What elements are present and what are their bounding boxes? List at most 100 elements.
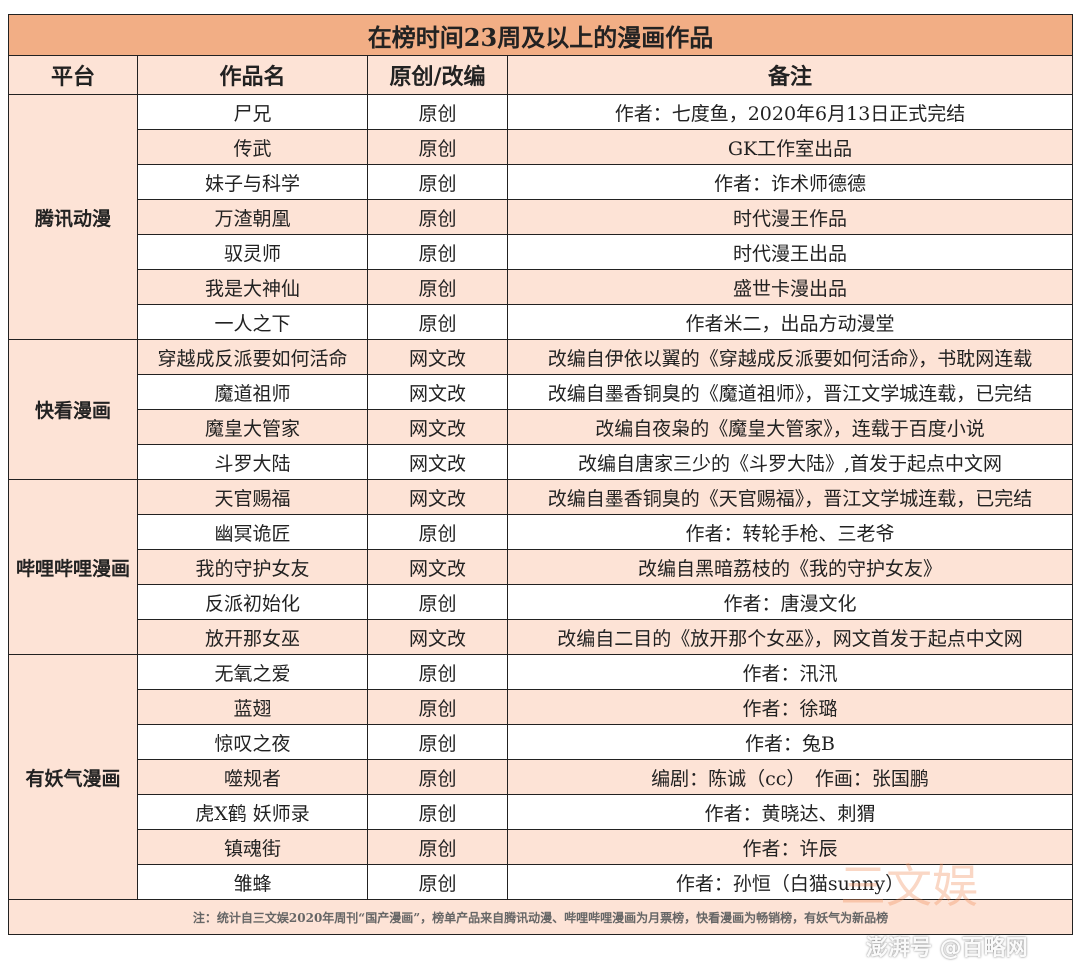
type-cell: 原创	[367, 794, 508, 830]
comic-ranking-table: 在榜时间23周及以上的漫画作品 平台 作品名 原创/改编 备注 腾讯动漫 尸兄 原创…	[8, 14, 1073, 935]
table-row: 魔道祖师 网文改 改编自墨香铜臭的《魔道祖师》，晋江文学城连载，已完结	[9, 374, 1073, 410]
type-cell: 原创	[367, 199, 508, 235]
notes-cell: 作者：转轮手枪、三老爷	[507, 514, 1073, 550]
notes-cell: 改编自墨香铜臭的《天官赐福》，晋江文学城连载，已完结	[507, 479, 1073, 515]
notes-cell: 改编自唐家三少的《斗罗大陆》,首发于起点中文网	[507, 444, 1073, 480]
platform-cell: 哔哩哔哩漫画	[8, 479, 138, 655]
brand-watermark: 三文娱	[840, 859, 978, 913]
title-cell: 放开那女巫	[137, 619, 368, 655]
title-cell: 斗罗大陆	[137, 444, 368, 480]
title-cell: 幽冥诡匠	[137, 514, 368, 550]
table-row: 驭灵师 原创 时代漫王出品	[9, 234, 1073, 270]
table-row: 传武 原创 GK工作室出品	[9, 129, 1073, 165]
title-cell: 虎X鹤 妖师录	[137, 794, 368, 830]
type-cell: 原创	[367, 164, 508, 200]
notes-cell: 改编自伊依以翼的《穿越成反派要如何活命》，书耽网连载	[507, 339, 1073, 375]
table-row: 魔皇大管家 网文改 改编自夜枭的《魔皇大管家》，连载于百度小说	[9, 409, 1073, 445]
title-cell: 我是大神仙	[137, 269, 368, 305]
notes-cell: 作者：许辰	[507, 829, 1073, 865]
table-row: 反派初始化 原创 作者：唐漫文化	[9, 584, 1073, 620]
type-cell: 原创	[367, 234, 508, 270]
table-row: 我的守护女友 网文改 改编自黑暗荔枝的《我的守护女友》	[9, 549, 1073, 585]
type-cell: 原创	[367, 94, 508, 130]
type-cell: 原创	[367, 584, 508, 620]
title-cell: 妹子与科学	[137, 164, 368, 200]
notes-cell: 作者：汛汛	[507, 654, 1073, 690]
title-cell: 穿越成反派要如何活命	[137, 339, 368, 375]
notes-cell: 改编自二目的《放开那个女巫》，网文首发于起点中文网	[507, 619, 1073, 655]
type-cell: 原创	[367, 304, 508, 340]
table-row: 蓝翅 原创 作者：徐璐	[9, 689, 1073, 725]
type-cell: 原创	[367, 654, 508, 690]
type-cell: 原创	[367, 864, 508, 900]
table-row: 快看漫画 穿越成反派要如何活命 网文改 改编自伊依以翼的《穿越成反派要如何活命》，书耽…	[8, 339, 1073, 480]
type-cell: 网文改	[367, 619, 508, 655]
notes-cell: 作者：兔B	[507, 724, 1073, 760]
type-cell: 网文改	[367, 479, 508, 515]
title-cell: 一人之下	[137, 304, 368, 340]
type-cell: 网文改	[367, 444, 508, 480]
notes-cell: 时代漫王出品	[507, 234, 1073, 270]
header-title: 作品名	[137, 55, 368, 95]
type-cell: 原创	[367, 514, 508, 550]
type-cell: 网文改	[367, 409, 508, 445]
table-row: 我是大神仙 原创 盛世卡漫出品	[9, 269, 1073, 305]
notes-cell: 作者米二，出品方动漫堂	[507, 304, 1073, 340]
title-cell: 反派初始化	[137, 584, 368, 620]
title-cell: 尸兄	[137, 94, 368, 130]
type-cell: 原创	[367, 269, 508, 305]
source-watermark: 澎湃号 @百略网	[866, 936, 1028, 961]
notes-cell: 作者：徐璐	[507, 689, 1073, 725]
title-cell: 蓝翅	[137, 689, 368, 725]
notes-cell: 作者：诈术师德德	[507, 164, 1073, 200]
type-cell: 网文改	[367, 549, 508, 585]
type-cell: 网文改	[367, 339, 508, 375]
table-row: 哔哩哔哩漫画 天官赐福 网文改 改编自墨香铜臭的《天官赐福》，晋江文学城连载，已完结	[8, 479, 1073, 655]
table-row: 雏蜂 原创 作者：孙恒（白猫sunny）	[9, 864, 1073, 900]
title-cell: 万渣朝凰	[137, 199, 368, 235]
notes-cell: 作者：唐漫文化	[507, 584, 1073, 620]
table-row: 有妖气漫画 无氧之爱 原创 作者：汛汛	[8, 654, 1073, 900]
table-row: 妹子与科学 原创 作者：诈术师德德	[9, 164, 1073, 200]
header-type: 原创/改编	[367, 55, 508, 95]
table-row: 惊叹之夜 原创 作者：兔B	[9, 724, 1073, 760]
title-cell: 雏蜂	[137, 864, 368, 900]
type-cell: 原创	[367, 724, 508, 760]
platform-cell: 快看漫画	[8, 339, 138, 480]
title-cell: 无氧之爱	[137, 654, 368, 690]
type-cell: 原创	[367, 829, 508, 865]
notes-cell: 时代漫王作品	[507, 199, 1073, 235]
notes-cell: 改编自墨香铜臭的《魔道祖师》，晋江文学城连载，已完结	[507, 374, 1073, 410]
table-row: 镇魂街 原创 作者：许辰	[9, 829, 1073, 865]
notes-cell: 改编自黑暗荔枝的《我的守护女友》	[507, 549, 1073, 585]
type-cell: 原创	[367, 759, 508, 795]
title-cell: 惊叹之夜	[137, 724, 368, 760]
notes-cell: 盛世卡漫出品	[507, 269, 1073, 305]
platform-cell: 腾讯动漫	[8, 94, 138, 340]
type-cell: 网文改	[367, 374, 508, 410]
table-row: 万渣朝凰 原创 时代漫王作品	[9, 199, 1073, 235]
notes-cell: 作者：黄晓达、刺猬	[507, 794, 1073, 830]
type-cell: 原创	[367, 689, 508, 725]
title-cell: 驭灵师	[137, 234, 368, 270]
title-cell: 镇魂街	[137, 829, 368, 865]
notes-cell: GK工作室出品	[507, 129, 1073, 165]
header-notes: 备注	[507, 55, 1073, 95]
notes-cell: 作者：孙恒（白猫sunny）	[507, 864, 1073, 900]
table-row: 腾讯动漫 尸兄 原创 作者：七度鱼，2020年6月13日正式完结	[8, 94, 1073, 340]
title-cell: 魔道祖师	[137, 374, 368, 410]
platform-cell: 有妖气漫画	[8, 654, 138, 900]
title-cell: 噬规者	[137, 759, 368, 795]
header-platform: 平台	[8, 55, 138, 95]
type-cell: 原创	[367, 129, 508, 165]
table-row: 噬规者 原创 编剧：陈诚（cc） 作画：张国鹏	[9, 759, 1073, 795]
table-row: 虎X鹤 妖师录 原创 作者：黄晓达、刺猬	[9, 794, 1073, 830]
title-cell: 魔皇大管家	[137, 409, 368, 445]
title-cell: 天官赐福	[137, 479, 368, 515]
notes-cell: 作者：七度鱼，2020年6月13日正式完结	[507, 94, 1073, 130]
table-row: 幽冥诡匠 原创 作者：转轮手枪、三老爷	[9, 514, 1073, 550]
title-cell: 传武	[137, 129, 368, 165]
notes-cell: 改编自夜枭的《魔皇大管家》，连载于百度小说	[507, 409, 1073, 445]
title-cell: 我的守护女友	[137, 549, 368, 585]
notes-cell: 编剧：陈诚（cc） 作画：张国鹏	[507, 759, 1073, 795]
